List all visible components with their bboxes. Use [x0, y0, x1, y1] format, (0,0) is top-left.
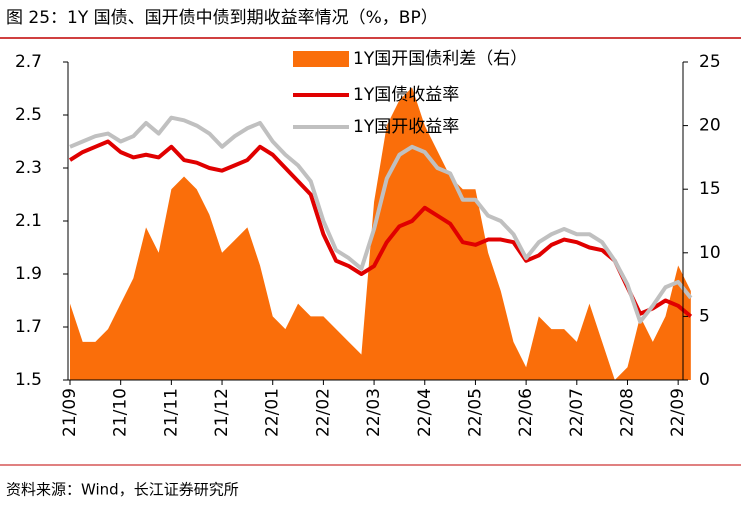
x-tick-label: 22/04	[415, 388, 435, 437]
legend-label: 1Y国开国债利差（右）	[353, 49, 527, 69]
chart-title: 图 25：1Y 国债、国开债中债到期收益率情况（%，BP）	[6, 8, 438, 28]
yield-line	[69, 115, 693, 324]
x-tick-label: 21/11	[161, 388, 181, 437]
spread-area	[70, 87, 691, 380]
y2-tick-label: 0	[699, 370, 710, 390]
x-tick-label: 22/09	[668, 388, 688, 437]
x-tick-label: 21/09	[60, 388, 80, 437]
y-tick-label: 2.1	[15, 211, 42, 231]
legend-label: 1Y国债收益率	[353, 85, 459, 105]
legend-label: 1Y国开收益率	[353, 117, 459, 137]
x-tick-label: 22/01	[263, 388, 283, 437]
x-tick-label: 21/10	[111, 388, 131, 437]
x-tick-label: 22/07	[567, 388, 587, 437]
x-tick-label: 22/02	[313, 388, 333, 437]
yield-line	[68, 139, 693, 318]
plot: 1.5 1.7 1.9 2.1 2.3 2.5 2.7 0 5 10 15 20 25 21/09 21/1…	[15, 49, 721, 437]
x-tick-label: 22/03	[364, 388, 384, 437]
y-tick-label: 1.5	[15, 370, 42, 390]
y2-tick-label: 25	[699, 52, 721, 72]
x-tick-label: 22/05	[465, 388, 485, 437]
y-tick-label: 1.7	[15, 317, 42, 337]
y-tick-label: 2.7	[15, 52, 42, 72]
y2-tick-label: 20	[699, 116, 721, 136]
x-tick-label: 22/08	[617, 388, 637, 437]
legend-swatch	[293, 51, 349, 67]
y2-tick-label: 10	[699, 243, 721, 263]
source: 资料来源：Wind，长江证券研究所	[6, 481, 239, 499]
x-tick-label: 22/06	[516, 388, 536, 437]
y-tick-label: 1.9	[15, 264, 42, 284]
y2-tick-label: 15	[699, 179, 721, 199]
x-tick-label: 21/12	[212, 388, 232, 437]
y-tick-label: 2.3	[15, 158, 42, 178]
y2-tick-label: 5	[699, 306, 710, 326]
y-tick-label: 2.5	[15, 105, 42, 125]
